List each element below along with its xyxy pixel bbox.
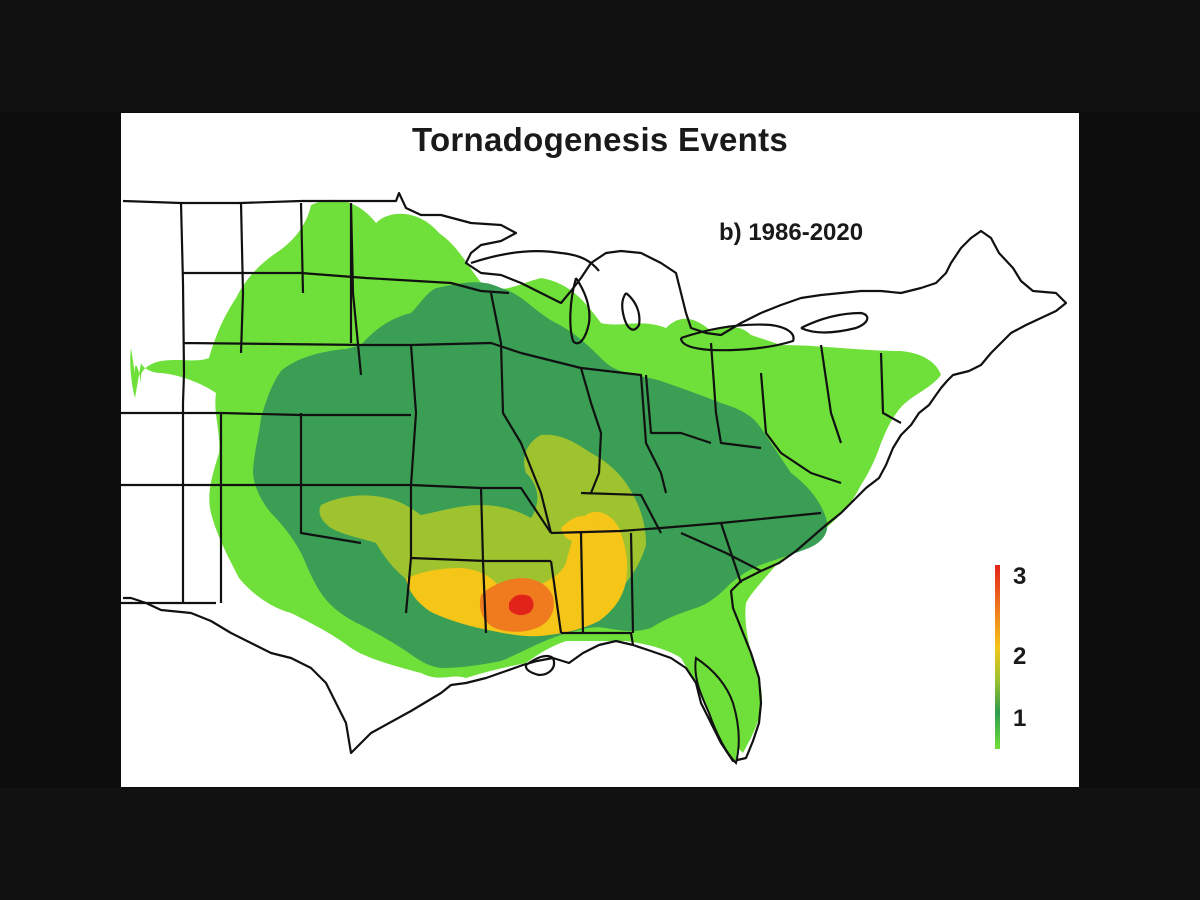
map-period-label: b) 1986-2020 (719, 219, 864, 246)
contour-level-yellow (406, 511, 628, 637)
tornadogenesis-contour-map (121, 191, 1068, 765)
color-legend: 3 2 1 (983, 561, 1063, 761)
state-border-lines (121, 202, 902, 646)
letterbox-top (0, 0, 1200, 112)
legend-label-1: 1 (1013, 705, 1027, 732)
letterbox-bottom (0, 788, 1200, 900)
contour-level-yellow-island (561, 516, 593, 542)
legend-color-bar (995, 565, 1000, 749)
state-borders (121, 191, 1068, 763)
us-outline (122, 191, 1068, 763)
contour-fills (130, 199, 941, 753)
legend-label-3: 3 (1013, 563, 1027, 590)
great-lakes (470, 249, 869, 352)
gulf-coast-detail (524, 654, 556, 677)
legend-label-2: 2 (1013, 643, 1027, 670)
map-figure: Tornadogenesis Events b) 1986-2020 3 2 1 (121, 113, 1079, 787)
map-title: Tornadogenesis Events (411, 121, 789, 158)
florida-peninsula (694, 656, 740, 765)
contour-level-red (509, 594, 534, 616)
